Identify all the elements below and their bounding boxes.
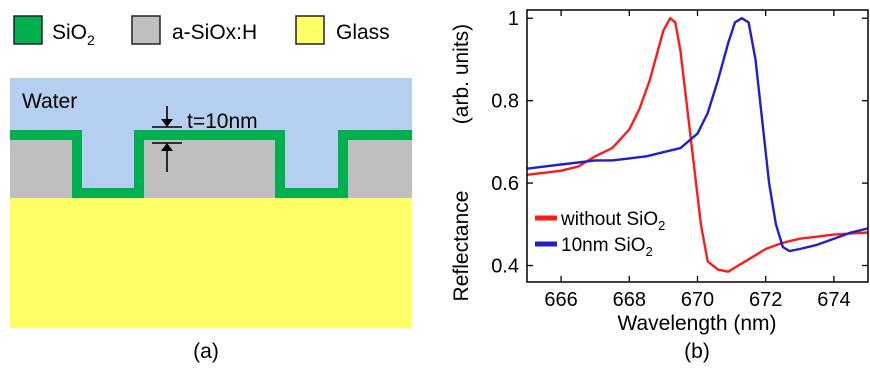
y-tick-label: 1 (508, 8, 519, 30)
glass-legend-label: Glass (336, 21, 390, 44)
caption-b: (b) (684, 340, 710, 363)
y-tick-label: 0.4 (491, 256, 519, 278)
plot-lines (527, 17, 868, 273)
x-tick-label: 674 (817, 289, 850, 311)
glass-legend-swatch (295, 15, 325, 45)
caption-a: (a) (193, 340, 219, 363)
x-tick-label: 670 (681, 289, 714, 311)
panel-b: 666 668 670 672 674 0.4 0.6 0.8 1 without SiO21… (450, 8, 869, 363)
series-line-0 (527, 17, 868, 273)
y-tick-label: 0.6 (491, 173, 519, 195)
sio2-layer (10, 130, 412, 198)
x-tick-label: 666 (544, 289, 577, 311)
sio2-legend-label: SiO2 (52, 21, 95, 48)
glass-substrate (10, 198, 412, 328)
y-axis-label: Reflectance (450, 191, 473, 302)
y-axis-units-label: (arb. units) (450, 24, 473, 124)
reflectance-plot: 666 668 670 672 674 0.4 0.6 0.8 1 without SiO21… (491, 8, 869, 311)
thickness-indicator (152, 106, 182, 172)
asiox-layer (10, 140, 412, 198)
water-label: Water (22, 90, 77, 113)
x-axis-ticks: 666 668 670 672 674 (544, 10, 851, 311)
x-tick-label: 668 (613, 289, 646, 311)
legend-label-1: 10nm SiO2 (561, 235, 653, 259)
y-tick-label: 0.8 (491, 91, 519, 113)
sio2-legend-swatch (13, 15, 43, 45)
legend-label-0: without SiO2 (560, 209, 665, 233)
x-axis-label: Wavelength (nm) (617, 312, 776, 335)
series-line-1 (527, 17, 868, 253)
panel-a: SiO2 a-SiOx:H Glass Water t=10nm (a) (10, 15, 412, 363)
y-axis-ticks: 0.4 0.6 0.8 1 (491, 8, 868, 278)
asiox-legend-label: a-SiOx:H (172, 21, 257, 44)
x-tick-label: 672 (749, 289, 782, 311)
thickness-label: t=10nm (187, 110, 258, 133)
asiox-legend-swatch (131, 15, 161, 45)
